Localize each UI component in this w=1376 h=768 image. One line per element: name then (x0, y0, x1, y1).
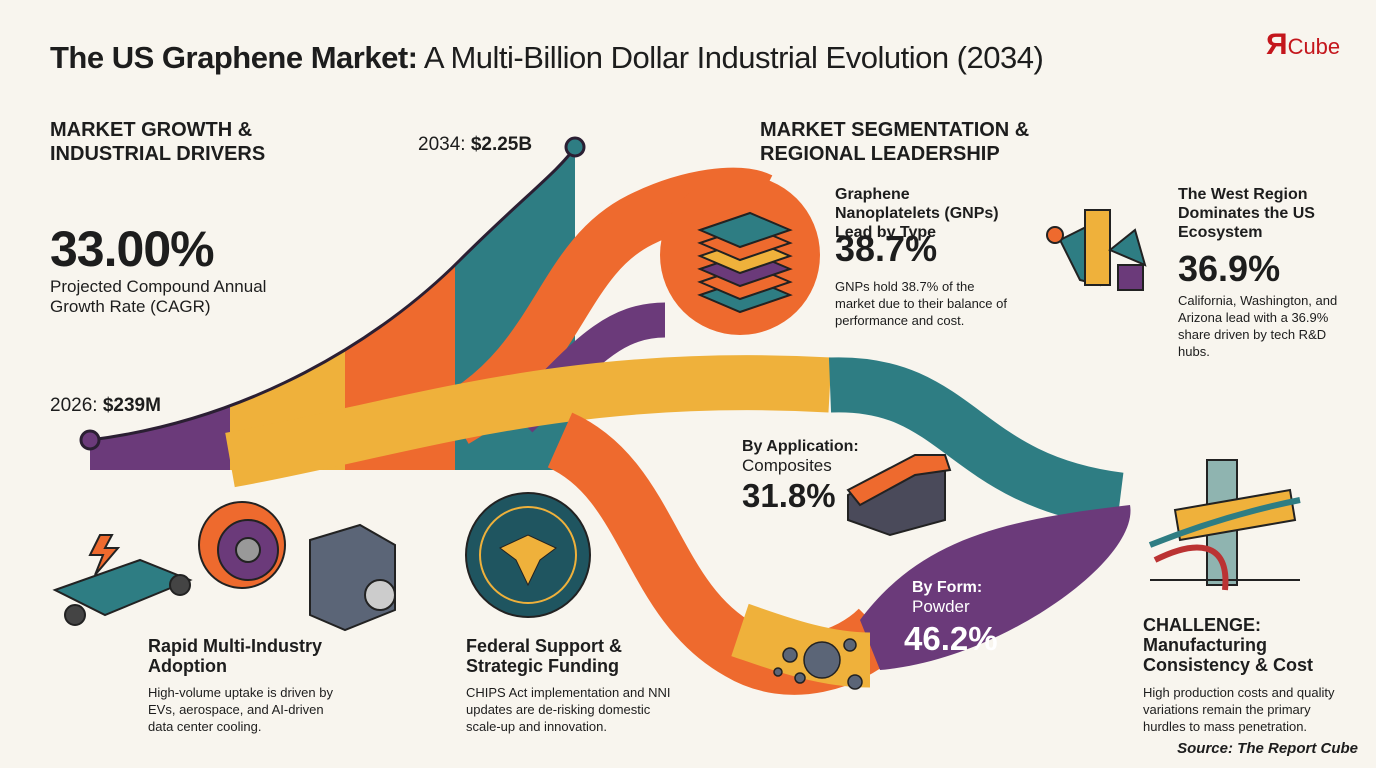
title: The US Graphene Market: A Multi-Billion … (50, 40, 1044, 75)
federal-seal (465, 492, 591, 618)
end-label: 2034: $2.25B (418, 134, 533, 155)
region-icon (1046, 209, 1147, 291)
region-value: 36.9% (1178, 248, 1281, 289)
federal-description: CHIPS Act implementation and NNI updates… (466, 685, 671, 734)
adoption-description: High-volume uptake is driven by EVs, aer… (148, 685, 333, 734)
gnp-icon (697, 211, 793, 314)
form-name: Powder (912, 597, 970, 616)
growth-heading: MARKET GROWTH & INDUSTRIAL DRIVERS (50, 119, 266, 165)
type-description: GNPs hold 38.7% of the market due to the… (835, 279, 1007, 328)
challenge-description: High production costs and quality variat… (1143, 685, 1335, 734)
challenge-icon (1148, 459, 1301, 591)
application-label: By Application: (742, 438, 859, 455)
segmentation-heading: MARKET SEGMENTATION & REGIONAL LEADERSHI… (760, 119, 1030, 165)
federal-title: Federal Support & Strategic Funding (466, 636, 623, 676)
source: Source: The Report Cube (1177, 740, 1358, 757)
logo: ЯCube (1266, 28, 1341, 61)
application-name: Composites (742, 456, 832, 475)
powder-icon (773, 638, 863, 690)
end-dot (564, 136, 586, 158)
region-description: California, Washington, and Arizona lead… (1178, 293, 1338, 359)
start-dot (79, 429, 101, 451)
form-value: 46.2% (904, 620, 998, 657)
challenge-title: CHALLENGE: Manufacturing Consistency & C… (1143, 615, 1314, 675)
growth-line (89, 146, 577, 442)
type-title: Graphene Nanoplatelets (GNPs) Lead by Ty… (835, 186, 999, 241)
ribbon-teal (828, 357, 1124, 528)
adoption-title: Rapid Multi-Industry Adoption (148, 636, 322, 676)
adoption-icons (52, 501, 396, 632)
cagr-value: 33.00% (50, 221, 215, 277)
form-blob (860, 505, 1131, 670)
application-value: 31.8% (742, 477, 836, 514)
composites-icon (846, 454, 952, 537)
ribbon-yellow (225, 355, 832, 488)
region-title: The West Region Dominates the US Ecosyst… (1178, 186, 1315, 241)
cagr-label: Projected Compound Annual Growth Rate (C… (50, 277, 267, 316)
start-label: 2026: $239M (50, 395, 161, 416)
type-value: 38.7% (835, 228, 938, 269)
ribbon-yellow-low (731, 603, 871, 688)
form-label: By Form: (912, 579, 983, 596)
